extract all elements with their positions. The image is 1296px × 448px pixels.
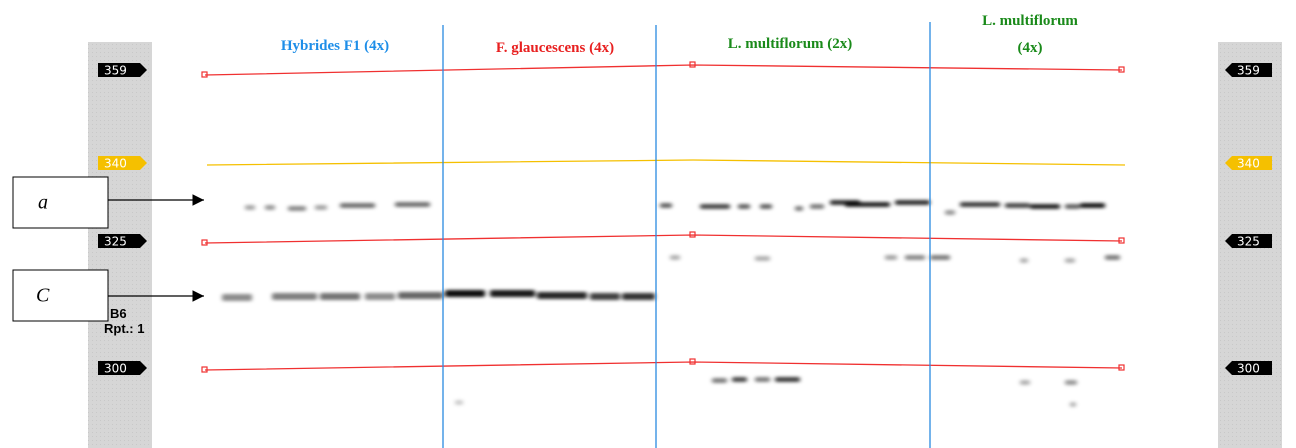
band	[1030, 204, 1060, 209]
band	[590, 293, 620, 300]
gel-view: a C B6 Rpt.: 1 Hybrides F1 (4x) F. glauce…	[0, 0, 1296, 448]
size-marker-label: 359	[1237, 64, 1260, 78]
ref-line	[205, 235, 1122, 243]
band	[1080, 203, 1105, 208]
band	[288, 206, 306, 211]
group-label: Hybrides F1 (4x)	[281, 38, 389, 54]
group-label: (4x)	[1018, 40, 1043, 56]
band	[340, 203, 375, 208]
size-marker-label: 300	[1237, 362, 1260, 376]
band	[537, 292, 587, 299]
band	[365, 293, 395, 300]
band	[755, 256, 770, 261]
band	[245, 205, 255, 210]
size-marker-label: 325	[1237, 235, 1260, 249]
group-label: L. multiflorum	[982, 13, 1078, 29]
band	[905, 255, 925, 260]
band	[930, 255, 950, 260]
size-marker-label: 340	[1237, 157, 1260, 171]
band	[395, 202, 430, 207]
annotation-c: C	[13, 270, 204, 321]
band	[670, 255, 680, 260]
band	[810, 204, 824, 209]
bands	[222, 200, 1120, 407]
band	[1105, 255, 1120, 260]
group-label: F. glaucescens (4x)	[496, 40, 614, 56]
size-marker-label: 300	[104, 362, 127, 376]
band	[455, 400, 463, 405]
band	[712, 378, 727, 383]
lane-repeat: Rpt.: 1	[104, 321, 144, 336]
size-marker-label: 325	[104, 235, 127, 249]
band	[222, 294, 252, 301]
band	[1065, 204, 1080, 209]
band	[760, 204, 772, 209]
ref-line	[205, 65, 1122, 75]
band	[755, 377, 770, 382]
band	[732, 377, 747, 382]
band	[660, 203, 672, 208]
annotation-a: a	[13, 177, 204, 228]
ref-line	[207, 160, 1125, 165]
band	[895, 200, 930, 205]
band	[265, 205, 275, 210]
annotation-label: a	[38, 192, 48, 214]
band	[1020, 258, 1028, 263]
band	[398, 292, 443, 299]
band	[622, 293, 655, 300]
size-marker-label: 359	[104, 64, 127, 78]
band	[775, 377, 800, 382]
band	[700, 204, 730, 209]
lane-name: B6	[110, 306, 127, 321]
band	[960, 202, 1000, 207]
band	[1005, 203, 1030, 208]
band	[945, 210, 955, 215]
ref-line	[205, 362, 1122, 370]
band	[490, 290, 535, 297]
band	[738, 204, 750, 209]
band	[1020, 380, 1030, 385]
band	[795, 206, 803, 211]
guide-lines	[202, 22, 1125, 448]
band	[845, 202, 890, 207]
band	[1070, 402, 1076, 407]
size-marker-label: 340	[104, 157, 127, 171]
band	[320, 293, 360, 300]
band	[885, 255, 897, 260]
band	[1065, 380, 1077, 385]
group-label: L. multiflorum (2x)	[728, 36, 853, 52]
band	[272, 293, 317, 300]
band	[315, 205, 327, 210]
band	[445, 290, 485, 297]
band	[1065, 258, 1075, 263]
annotation-label: C	[36, 285, 50, 307]
